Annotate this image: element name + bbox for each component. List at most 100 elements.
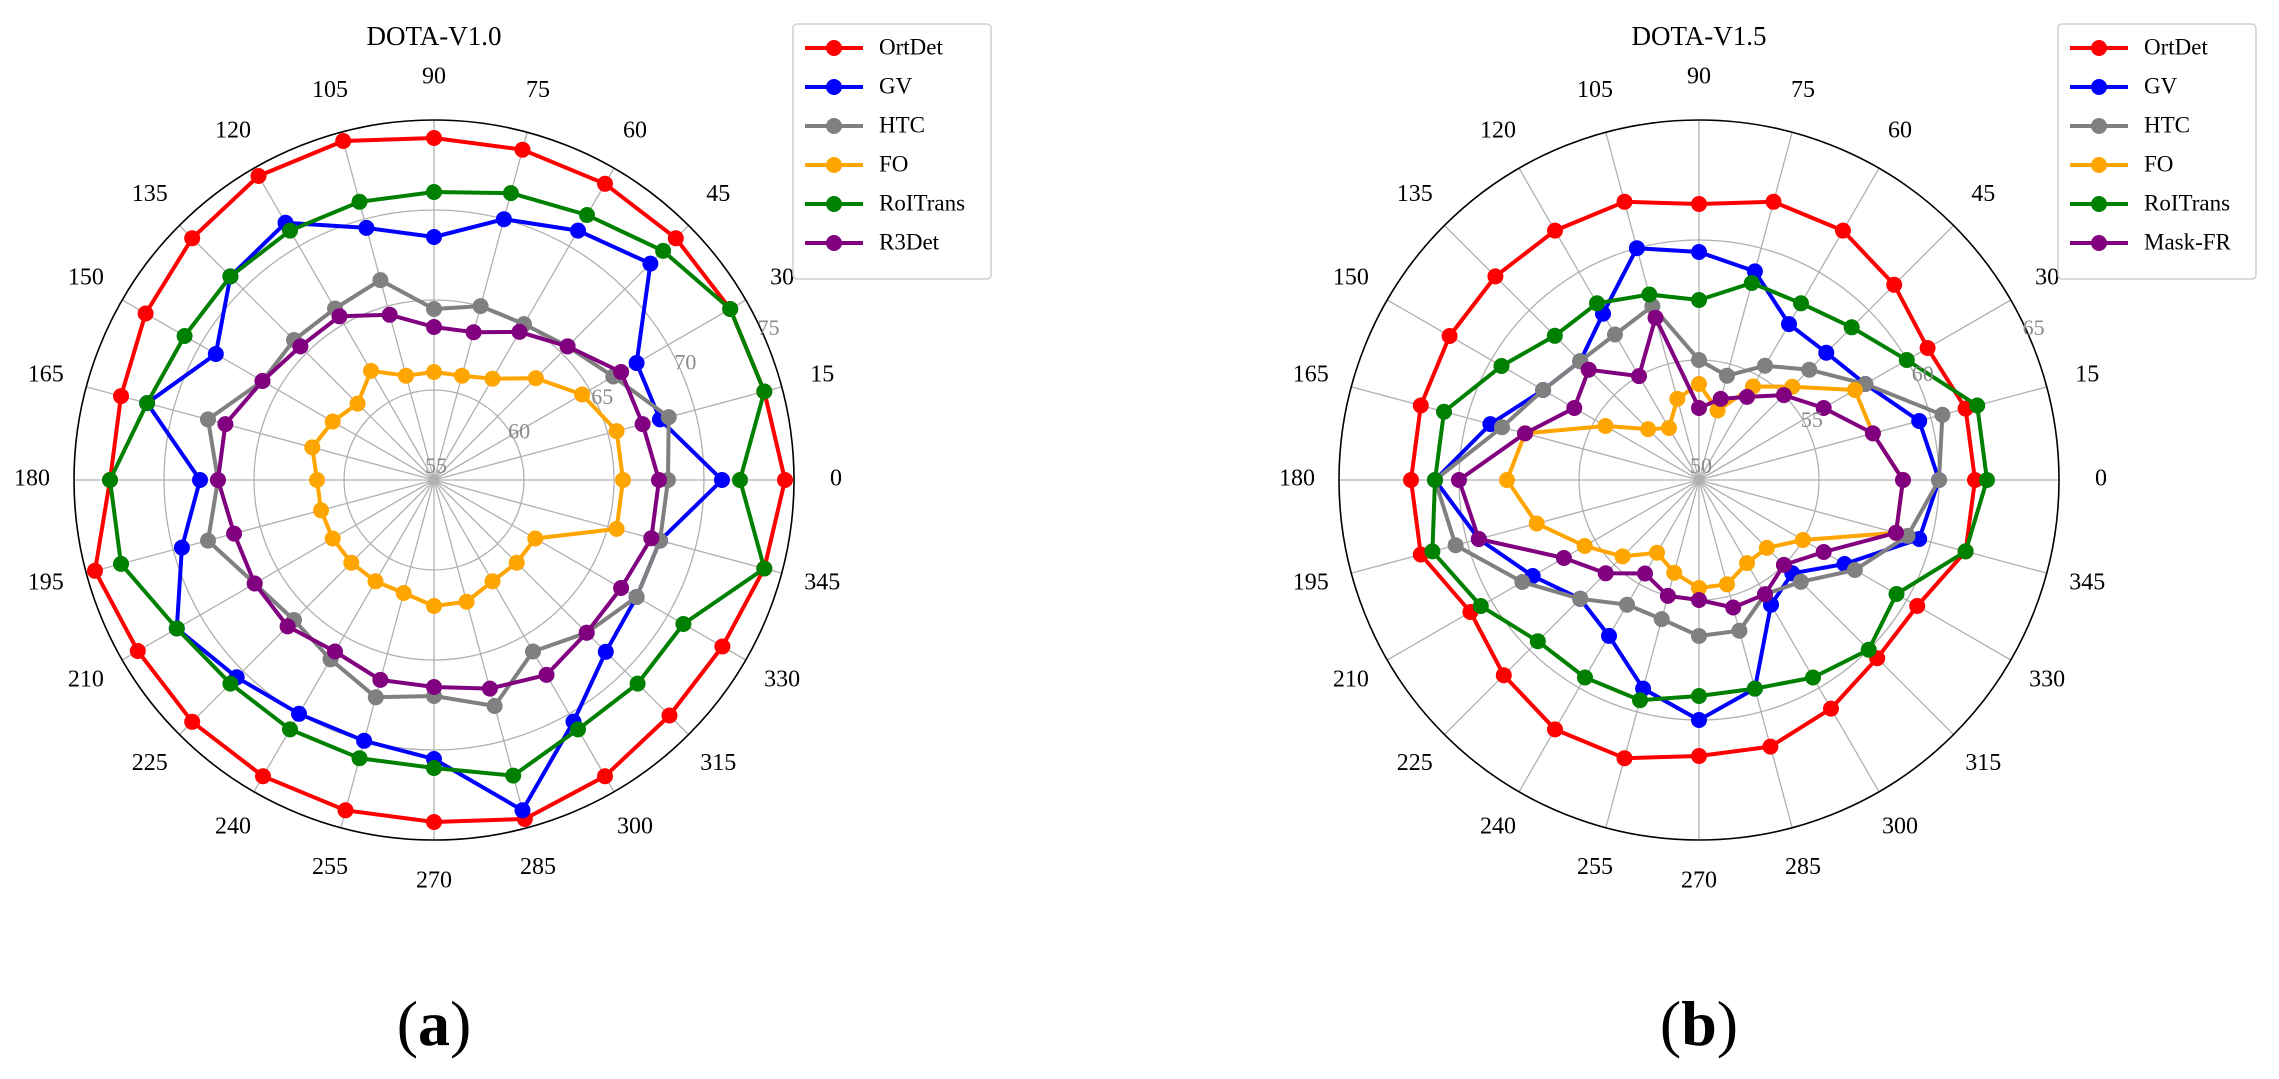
data-point (1597, 418, 1614, 434)
data-point (1846, 562, 1863, 578)
angle-tick-label: 270 (1681, 868, 1717, 894)
angle-tick-label: 0 (2095, 466, 2107, 492)
legend-marker (2091, 118, 2107, 134)
data-point (139, 395, 156, 412)
data-point (1843, 319, 1860, 336)
data-point (395, 585, 412, 601)
data-point (335, 133, 352, 149)
data-point (1691, 580, 1707, 596)
data-point (1794, 532, 1811, 548)
legend-entry: HTC (805, 112, 925, 137)
data-point (1631, 368, 1647, 385)
data-point (313, 502, 329, 519)
data-point (1739, 388, 1755, 405)
radial-gridline (163, 209, 705, 751)
radial-tick-label: 55 (1801, 407, 1823, 432)
angular-gridline (1443, 479, 1700, 736)
angle-tick-label: 195 (1293, 570, 1329, 596)
data-point (608, 423, 625, 440)
data-point (337, 802, 354, 819)
data-point (351, 193, 368, 210)
data-point (207, 346, 224, 362)
data-point (454, 367, 470, 384)
data-point (113, 388, 129, 405)
data-point (502, 185, 519, 202)
chart-title: DOTA-V1.5 (1631, 21, 1766, 51)
data-point (1470, 531, 1487, 547)
data-point (129, 643, 146, 659)
angle-tick-label: 105 (312, 77, 348, 103)
data-point (1719, 576, 1735, 593)
angle-tick-label: 225 (1397, 750, 1433, 776)
angle-tick-label: 330 (764, 667, 800, 693)
data-point (1895, 472, 1911, 488)
data-point (291, 705, 307, 722)
angle-tick-label: 315 (1965, 750, 2001, 776)
data-point (1517, 425, 1534, 442)
data-point (358, 219, 375, 236)
polar-frame (73, 119, 795, 841)
data-point (1691, 292, 1707, 308)
data-point (1447, 537, 1464, 554)
data-point (570, 721, 586, 738)
legend-label: HTC (879, 112, 925, 137)
radial-tick-label: 50 (1690, 453, 1712, 478)
data-point (426, 598, 442, 614)
radar-chart-2: 50 55 60 65 0 15 30 45 60 75 90 105 120 135 150 165 180 1… (1279, 21, 2257, 1059)
data-point (1979, 472, 1995, 488)
data-point (1719, 367, 1735, 384)
data-point (527, 530, 544, 547)
data-point (1640, 421, 1657, 438)
data-point (508, 554, 525, 571)
data-point (343, 554, 360, 571)
data-point (486, 698, 503, 714)
data-point (628, 589, 645, 605)
angle-tick-label: 165 (1293, 362, 1329, 388)
data-point (1835, 222, 1851, 239)
data-point (1691, 376, 1707, 392)
legend-label: HTC (2144, 112, 2190, 137)
data-point (200, 411, 216, 428)
data-point (559, 338, 576, 355)
data-point (1495, 667, 1512, 684)
data-point (1712, 390, 1729, 407)
data-point (1793, 295, 1809, 312)
angle-tick-label: 45 (706, 181, 730, 207)
data-point (1487, 268, 1504, 285)
data-point (1546, 327, 1563, 344)
data-point (1757, 357, 1773, 374)
angle-tick-label: 255 (312, 854, 348, 880)
data-point (426, 760, 442, 776)
data-point (1666, 564, 1683, 581)
data-point (426, 130, 442, 146)
angle-tick-label: 345 (2069, 570, 2105, 596)
angle-tick-label: 345 (804, 570, 840, 596)
data-point (495, 211, 512, 228)
data-point (282, 721, 298, 738)
angle-tick-label: 105 (1577, 77, 1613, 103)
data-point (643, 530, 660, 547)
data-point (1823, 700, 1839, 717)
legend-marker (826, 235, 842, 251)
angle-tick-label: 270 (416, 868, 452, 894)
data-point (597, 768, 613, 785)
data-point (349, 395, 366, 412)
data-point (1649, 544, 1665, 561)
data-point (777, 472, 793, 488)
angle-tick-label: 210 (1333, 667, 1369, 693)
angle-tick-label: 315 (700, 750, 736, 776)
legend: OrtDet GV HTC FO RoITrans R3Det (792, 23, 992, 280)
data-point (1757, 586, 1773, 603)
data-point (597, 643, 614, 660)
radial-tick-label: 60 (1912, 361, 1934, 386)
data-point (1781, 316, 1797, 333)
data-point (426, 679, 442, 695)
angle-tick-label: 15 (810, 362, 834, 388)
angle-tick-label: 120 (215, 117, 251, 143)
legend-label: R3Det (879, 229, 940, 254)
legend: OrtDet GV HTC FO RoITrans Mask-FR (2057, 23, 2257, 280)
data-point (574, 386, 591, 403)
angle-tick-label: 30 (770, 265, 794, 291)
data-point (1931, 472, 1947, 488)
legend-label: FO (2144, 151, 2173, 176)
